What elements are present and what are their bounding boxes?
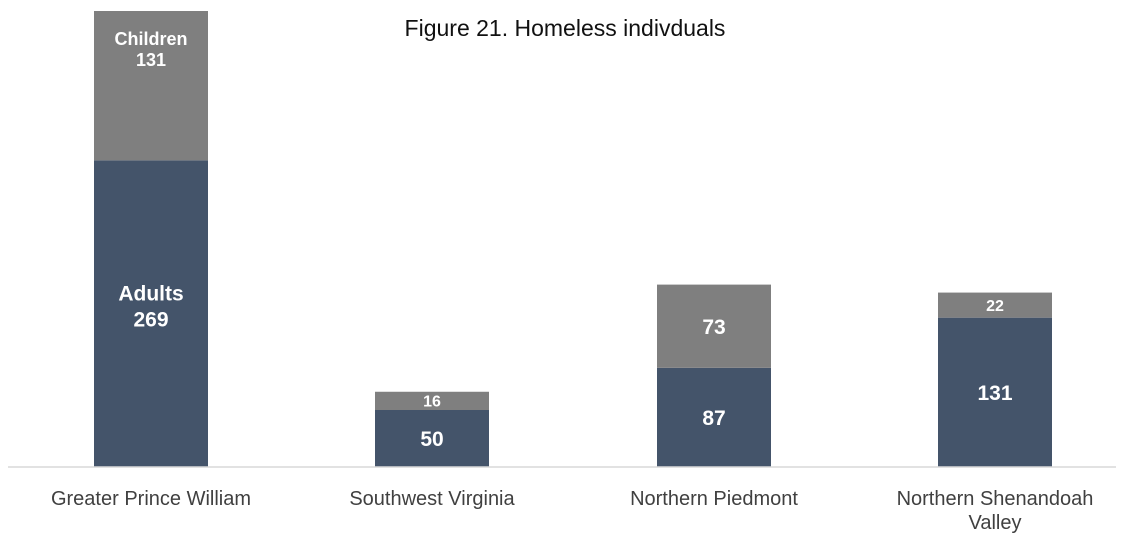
bar-children-3 [657,284,771,368]
bar-adults-2 [375,410,489,467]
category-label-3: Northern Piedmont [630,488,798,510]
chart-title: Figure 21. Homeless indivduals [405,15,726,41]
data-label-adults-4: 131 [977,382,1012,405]
data-label-adults-2: 50 [420,428,443,451]
data-label-children-3: 73 [702,316,725,339]
data-label-children-4: 22 [986,298,1004,315]
bar-adults-4 [938,317,1052,467]
data-label-adults-3: 87 [702,407,725,430]
category-label-1: Greater Prince William [51,488,251,510]
bars-group: Adults 269 Children 131 50 16 87 73 131 22 [94,11,1052,467]
data-label-children-2: 16 [423,394,441,411]
bar-children-1 [94,11,208,161]
category-label-4: Northern Shenandoah Valley [897,488,1094,534]
bar-adults-1 [94,160,208,467]
bar-children-4 [938,292,1052,318]
bar-children-2 [375,391,489,410]
data-label-adults-1: Adults 269 [118,283,183,332]
x-axis-labels: Greater Prince William Southwest Virginia… [51,488,1093,534]
category-label-2: Southwest Virginia [349,488,515,510]
bar-adults-3 [657,367,771,467]
data-label-children-1: Children 131 [114,29,187,70]
